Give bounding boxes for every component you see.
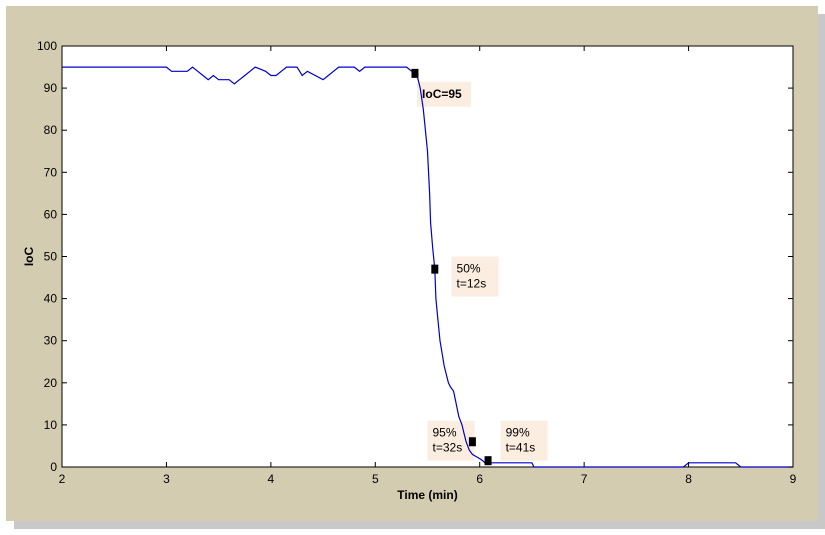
y-tick-label: 0: [50, 460, 57, 474]
data-marker: [411, 68, 419, 78]
x-tick-label: 7: [581, 472, 588, 486]
y-tick-label: 40: [44, 292, 58, 306]
x-tick-label: 5: [372, 472, 379, 486]
x-tick-label: 6: [476, 472, 483, 486]
annotation-label: 50%: [457, 262, 481, 276]
y-tick-label: 100: [37, 39, 57, 53]
x-axis-label: Time (min): [397, 488, 457, 502]
annotation-box: [427, 420, 475, 461]
x-tick-label: 4: [268, 472, 275, 486]
y-tick-label: 20: [44, 376, 58, 390]
annotation-box: [451, 256, 499, 297]
y-tick-label: 30: [44, 334, 58, 348]
series-line: [62, 66, 793, 468]
plot-area: [61, 45, 794, 468]
annotation-label: t=32s: [433, 441, 463, 455]
x-tick-label: 2: [59, 472, 66, 486]
data-marker: [468, 437, 476, 447]
annotation-label: 99%: [506, 426, 530, 440]
annotation-label: 95%: [433, 426, 457, 440]
x-tick-label: 8: [685, 472, 692, 486]
series-layer: [62, 66, 793, 468]
y-axis-label: IoC: [22, 247, 36, 267]
y-axis: 0 10 20 30 40 50 60 70 80 90 100: [37, 39, 793, 474]
y-tick-label: 90: [44, 81, 58, 95]
annotation-box: [417, 81, 472, 107]
data-marker: [431, 264, 439, 274]
markers-layer: [411, 68, 492, 466]
x-tick-label: 3: [163, 472, 170, 486]
x-axis: 2 3 4 5 6 7 8 9: [59, 46, 797, 486]
annotation-label: IoC=95: [422, 87, 462, 101]
y-tick-label: 70: [44, 165, 58, 179]
annotation-label: t=41s: [506, 441, 536, 455]
annotations-layer: IoC=95 50%t=12s 95%t=32s 99%t=41s: [417, 81, 548, 461]
annotation-label: t=12s: [457, 277, 487, 291]
y-tick-label: 50: [44, 250, 58, 264]
y-tick-label: 60: [44, 207, 58, 221]
y-tick-label: 10: [44, 418, 58, 432]
x-tick-label: 9: [790, 472, 797, 486]
y-tick-label: 80: [44, 123, 58, 137]
data-marker: [484, 456, 492, 466]
annotation-box: [500, 420, 548, 461]
